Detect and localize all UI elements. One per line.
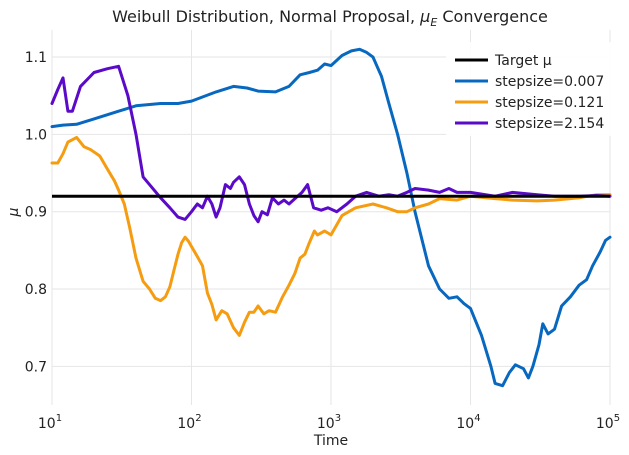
y-tick-label: 0.8 [25,282,47,298]
x-tick-label: 105 [596,413,620,432]
x-tick-label: 103 [317,413,341,432]
legend-label-2: stepsize=2.154 [495,116,604,132]
y-tick-label: 1.0 [25,127,47,143]
series-lines [50,47,612,388]
legend-label-0: stepsize=0.007 [495,74,604,90]
x-tick-label: 101 [38,413,62,432]
y-tick-label: 0.7 [25,359,47,375]
x-axis-label: Time [313,433,348,449]
tick-labels: 101 102 103 104 105 0.7 0.8 0.9 1.0 1.1 [25,50,620,432]
legend-label-target: Target μ [494,53,552,69]
chart-title: Weibull Distribution, Normal Proposal, μ… [112,7,548,29]
x-tick-label: 104 [456,413,480,432]
y-axis-label: μ [6,207,22,217]
y-tick-label: 0.9 [25,205,47,221]
series-line-0 [50,47,612,388]
series-line-1 [50,136,612,337]
legend-label-1: stepsize=0.121 [495,95,604,111]
y-tick-label: 1.1 [25,50,47,66]
series-line-2 [50,64,612,224]
legend-background [446,42,614,136]
x-tick-label: 102 [177,413,201,432]
legend: Target μ stepsize=0.007 stepsize=0.121 s… [446,42,614,136]
